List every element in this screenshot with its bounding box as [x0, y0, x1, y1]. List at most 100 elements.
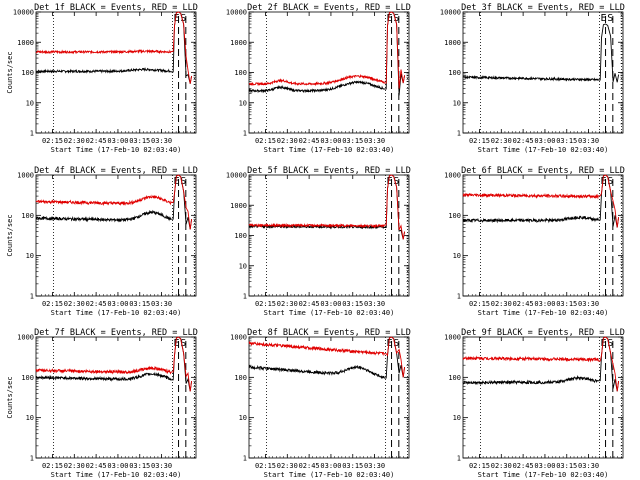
y-tick-label: 100	[21, 69, 34, 77]
x-tick-label: 03:00	[534, 300, 555, 308]
panel-det-4: Det 4f BLACK = Events, RED = LLD 1 10 100 10…	[6, 166, 198, 317]
y-tick-label: 10	[26, 252, 34, 260]
flag-s: S	[180, 13, 186, 24]
plot-frame	[35, 174, 197, 297]
panel-title: Det 1f BLACK = Events, RED = LLD	[34, 3, 198, 13]
panel-title: Det 4f BLACK = Events, RED = LLD	[34, 166, 198, 176]
x-tick-label: 03:15	[342, 462, 363, 470]
plot-frame	[248, 174, 410, 297]
panel-title: Det 7f BLACK = Events, RED = LLD	[34, 328, 198, 338]
panel-det-6: Det 6f BLACK = Events, RED = LLD 1 10 100 10…	[444, 166, 625, 317]
x-tick-label: 03:00	[320, 462, 341, 470]
x-axis-label: Start Time (17-Feb-10 02:03:40)	[478, 146, 609, 154]
x-tick-label: 03:15	[342, 300, 363, 308]
y-tick-label: 100	[448, 69, 461, 77]
plot-frame	[35, 11, 197, 134]
x-axis-label: Start Time (17-Feb-10 02:03:40)	[264, 146, 395, 154]
y-tick-label: 1	[243, 130, 247, 138]
panel-det-3: Det 3f BLACK = Events, RED = LLD 1 10 100 10…	[440, 3, 625, 154]
x-tick-label: 02:45	[299, 462, 320, 470]
series-lld	[462, 174, 620, 228]
x-tick-label: 02:45	[86, 462, 107, 470]
series-events	[462, 336, 620, 392]
flag-s: S	[180, 338, 186, 349]
y-tick-label: 1000	[230, 39, 247, 47]
x-tick-label: 02:45	[299, 300, 320, 308]
x-tick-label: 02:15	[42, 462, 63, 470]
flag-e: E	[386, 176, 392, 187]
series-events	[35, 174, 193, 230]
series-lld	[35, 336, 193, 392]
y-tick-label: 10	[26, 414, 34, 422]
x-tick-label: 03:00	[320, 300, 341, 308]
x-tick-label: 02:30	[277, 137, 298, 145]
x-tick-label: 02:15	[255, 462, 276, 470]
x-tick-label: 03:15	[129, 137, 150, 145]
x-tick-label: 03:30	[578, 137, 599, 145]
x-tick-label: 03:00	[534, 462, 555, 470]
y-tick-label: 100	[234, 69, 247, 77]
x-tick-label: 02:30	[277, 300, 298, 308]
x-axis-label: Start Time (17-Feb-10 02:03:40)	[264, 471, 395, 479]
series-events	[35, 11, 193, 84]
x-tick-label: 02:45	[86, 137, 107, 145]
series-events	[248, 336, 406, 380]
panel-det-1: Det 1f BLACK = Events, RED = LLD 1 10 100 10…	[6, 3, 198, 154]
panel-det-8: Det 8f BLACK = Events, RED = LLD 1 10 100 10…	[230, 328, 411, 479]
y-tick-label: 10	[239, 99, 247, 107]
plot-frame	[462, 11, 624, 134]
panel-det-5: Det 5f BLACK = Events, RED = LLD 1 10 100 10…	[226, 166, 411, 317]
x-tick-label: 02:15	[42, 300, 63, 308]
x-tick-label: 02:30	[64, 462, 85, 470]
x-tick-label: 02:15	[255, 137, 276, 145]
plot-frame	[462, 174, 624, 297]
x-tick-label: 02:30	[64, 300, 85, 308]
y-tick-label: 10000	[226, 172, 247, 180]
series-lld	[248, 174, 406, 240]
series-lld	[248, 11, 406, 89]
y-tick-label: 100	[21, 374, 34, 382]
flag-s: S	[393, 13, 399, 24]
y-tick-label: 1	[457, 293, 461, 301]
x-tick-label: 03:00	[534, 137, 555, 145]
flag-e: E	[600, 13, 606, 24]
y-tick-label: 1000	[444, 172, 461, 180]
flag-s: S	[180, 176, 186, 187]
y-tick-label: 1	[243, 293, 247, 301]
y-tick-label: 100	[448, 212, 461, 220]
flag-e: E	[600, 176, 606, 187]
x-tick-label: 03:00	[107, 462, 128, 470]
x-tick-label: 02:30	[277, 462, 298, 470]
x-tick-label: 03:15	[342, 137, 363, 145]
x-axis-label: Start Time (17-Feb-10 02:03:40)	[264, 309, 395, 317]
panel-title: Det 8f BLACK = Events, RED = LLD	[247, 328, 411, 338]
x-tick-label: 02:15	[469, 137, 490, 145]
y-tick-label: 1000	[444, 39, 461, 47]
x-tick-label: 03:15	[129, 300, 150, 308]
x-tick-label: 02:15	[469, 462, 490, 470]
x-axis-label: Start Time (17-Feb-10 02:03:40)	[478, 471, 609, 479]
panel-title: Det 6f BLACK = Events, RED = LLD	[461, 166, 625, 176]
x-tick-label: 02:45	[299, 137, 320, 145]
x-tick-label: 02:30	[491, 462, 512, 470]
plot-frame	[248, 11, 410, 134]
y-tick-label: 1	[30, 293, 34, 301]
x-tick-label: 03:30	[578, 300, 599, 308]
y-tick-label: 1000	[444, 334, 461, 342]
x-tick-label: 02:30	[491, 137, 512, 145]
y-tick-label: 100	[21, 212, 34, 220]
x-tick-label: 02:15	[255, 300, 276, 308]
y-tick-label: 1	[30, 130, 34, 138]
x-tick-label: 03:00	[320, 137, 341, 145]
flag-e: E	[600, 338, 606, 349]
series-lld	[462, 336, 620, 392]
y-axis-label: Counts/sec	[6, 376, 14, 418]
y-tick-label: 1000	[17, 334, 34, 342]
plot-frame	[35, 336, 197, 459]
series-events	[248, 174, 406, 240]
x-axis-label: Start Time (17-Feb-10 02:03:40)	[478, 309, 609, 317]
y-tick-label: 100	[234, 232, 247, 240]
plot-frame	[248, 336, 410, 459]
y-tick-label: 10	[453, 99, 461, 107]
x-tick-label: 03:30	[151, 462, 172, 470]
